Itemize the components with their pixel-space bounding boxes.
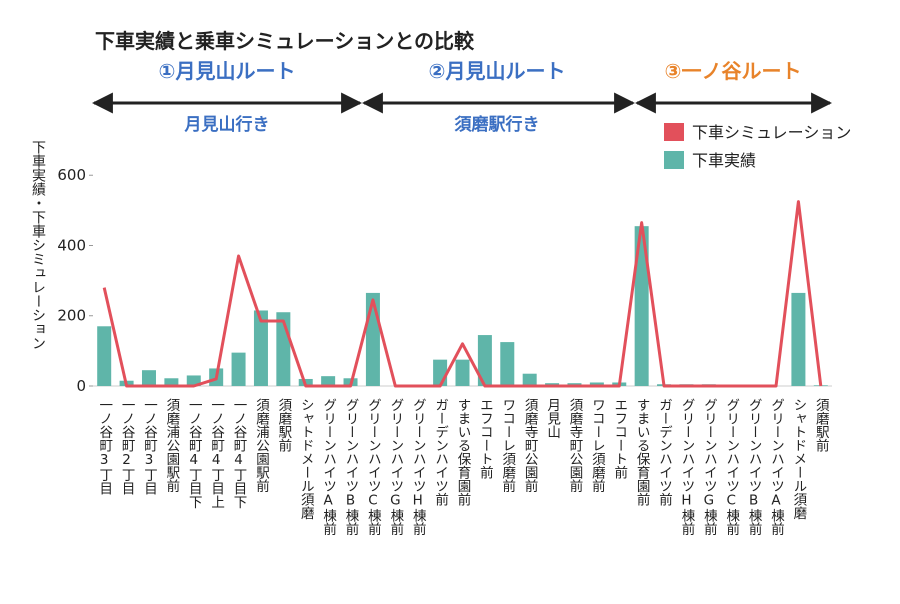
x-tick-label: エフコート前 [611,398,628,479]
annotation: 月見山行き [184,114,270,135]
x-tick-label: ガーデンハイツ前 [656,398,673,507]
bar [97,326,112,386]
y-tick-label: 600 [57,166,86,184]
x-tick-label: 一ノ谷町3丁目 [96,398,113,495]
x-tick-label: 一ノ谷町4丁目下 [231,398,248,509]
bar [477,335,492,386]
y-tick-label: 0 [76,377,86,395]
x-tick-label: ワコーレ須磨前 [589,398,606,493]
x-tick-label: 須磨浦公園駅前 [253,398,270,493]
x-tick-label: 須磨駅前 [813,398,830,453]
x-tick-label: 一ノ谷町2丁目 [119,398,136,495]
bar [253,310,268,386]
x-tick-label: 一ノ谷町4丁目下 [186,398,203,509]
y-tick-label: 400 [57,236,86,254]
chart-title: 下車実績と乗車シミュレーションとの比較 [95,29,475,53]
bar [634,226,649,386]
annotation: ②月見山ルート [429,59,566,83]
x-tick-label: 須磨駅前 [275,398,292,453]
bar [522,373,537,386]
x-tick-label: グリーンハイツH棟前 [410,398,427,536]
x-tick-label: すまいる保育園前 [455,398,472,506]
x-tick-label: グリーンハイツB棟前 [343,398,360,536]
annotation: ③一ノ谷ルート [665,59,802,83]
annotation: ①月見山ルート [159,59,296,83]
bar [186,375,201,386]
x-tick-label: グリーンハイツC棟前 [723,398,740,536]
x-tick-label: 須磨浦公園駅前 [163,398,180,493]
x-tick-label: グリーンハイツA棟前 [768,398,785,536]
x-tick-label: シャトドメール須磨 [790,398,807,521]
bar [231,352,246,386]
bar [589,382,604,386]
x-tick-label: グリーンハイツB棟前 [746,398,763,536]
x-tick-label: グリーンハイツA棟前 [320,398,337,536]
bar [164,378,179,386]
x-tick-label: 須磨寺町公園前 [566,398,583,493]
x-tick-label: シャトドメール須磨 [298,398,315,521]
legend-label: 下車実績 [692,151,756,170]
bar [365,292,380,386]
y-axis-label: 下車実績・下車シミュレーション [30,140,46,350]
x-tick-label: グリーンハイツC棟前 [365,398,382,536]
x-tick-label: 須磨寺町公園前 [522,398,539,493]
x-tick-label: グリーンハイツH棟前 [678,398,695,536]
x-tick-label: 一ノ谷町3丁目 [141,398,158,495]
x-tick-label: ワコーレ須磨前 [499,398,516,493]
legend-label: 下車シミュレーション [692,123,851,142]
x-tick-label: エフコート前 [477,398,494,479]
y-tick-label: 200 [57,307,86,325]
bar [321,376,336,386]
x-tick-label: ガーデンハイツ前 [432,398,449,507]
bar [433,359,448,386]
bar [141,370,156,386]
line [102,200,823,388]
legend-swatch [664,151,684,169]
bar [791,292,806,386]
bar [455,359,470,386]
bar [500,342,515,386]
x-tick-label: 一ノ谷町4丁目上 [208,398,225,509]
annotation: 須磨駅行き [455,114,540,135]
x-tick-label: 月見山 [544,398,561,439]
x-tick-label: グリーンハイツG棟前 [387,398,404,536]
legend-swatch [664,123,684,141]
x-tick-label: グリーンハイツG棟前 [701,398,718,536]
x-tick-label: すまいる保育園前 [634,398,651,506]
